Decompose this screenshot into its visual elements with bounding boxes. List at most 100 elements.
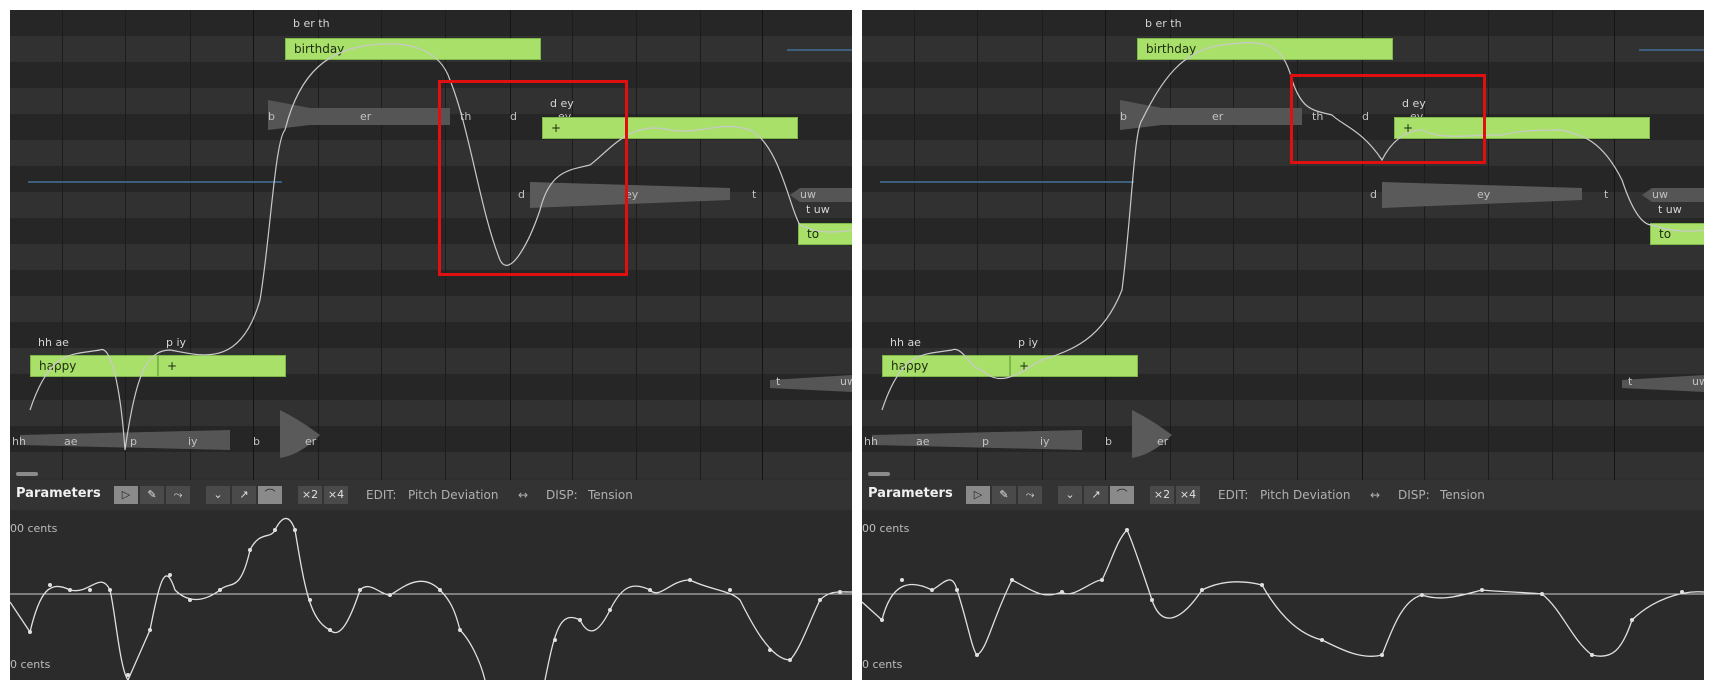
parameters-toolbar: Parameters ▷ ✎ ⤳ ⌄ ↗ ⌒ ×2 ×4 EDIT: Pitch… [862, 480, 1704, 510]
piano-roll[interactable]: b er th d ey d ey t uw t uw hh ae p iy b… [10, 10, 852, 480]
disp-parameter-select[interactable]: Tension [588, 488, 633, 502]
pitch-curve-layer [29, 43, 852, 451]
edit-parameter-select[interactable]: Pitch Deviation [408, 488, 499, 502]
lower-curve-button[interactable]: ⌄ [206, 486, 230, 504]
lower-curve-button[interactable]: ⌄ [1058, 486, 1082, 504]
disp-parameter-select[interactable]: Tension [1440, 488, 1485, 502]
note-birthday[interactable]: birthday [1137, 38, 1393, 60]
waveform-label: t [752, 188, 757, 201]
pencil-tool-button[interactable]: ✎ [992, 486, 1016, 504]
waveform-label: d [1362, 110, 1369, 123]
select-tool-button[interactable]: ▷ [966, 486, 990, 504]
waveform-label: hh [12, 435, 26, 448]
waveform-label: d [518, 188, 525, 201]
horizontal-scrollbar[interactable] [868, 472, 890, 476]
waveform-label: b [1120, 110, 1127, 123]
waveform-label: uw [1692, 375, 1704, 388]
arc-curve-icon: ⌒ [264, 488, 276, 501]
select-icon: ▷ [121, 488, 131, 501]
note-phonemes: d ey [1402, 97, 1426, 110]
v-curve-icon: ⌄ [213, 488, 223, 501]
waveform-label: uw [840, 375, 852, 388]
waveform-label: t [776, 375, 781, 388]
waveform-label: er [360, 110, 372, 123]
waveform-label: b [268, 110, 275, 123]
note-happy[interactable]: happy [30, 355, 158, 377]
arc-curve-button[interactable]: ⌒ [258, 486, 282, 504]
rise-curve-button[interactable]: ↗ [232, 486, 256, 504]
note-phonemes: d ey [550, 97, 574, 110]
waveform-label: b [1105, 435, 1112, 448]
parameters-toolbar: Parameters ▷ ✎ ⤳ ⌄ ↗ ⌒ ×2 ×4 EDIT: Pitch… [10, 480, 852, 510]
note-phonemes: t uw [806, 203, 830, 216]
waveform-label: er [1157, 435, 1169, 448]
swap-arrows-icon[interactable]: ↔ [518, 488, 529, 502]
note-phonemes: b er th [293, 17, 330, 30]
waveform-label: iy [1040, 435, 1050, 448]
waveform-label: p [130, 435, 137, 448]
parameter-curve-area[interactable]: 00 cents 0 cents [10, 510, 852, 680]
axis-bottom-label: 0 cents [10, 658, 51, 671]
note-to[interactable]: to [798, 223, 852, 245]
line-tool-button[interactable]: ⤳ [1018, 486, 1042, 504]
arc-curve-icon: ⌒ [1116, 488, 1128, 501]
piano-roll[interactable]: b er th d ey d ey t uw t uw hh ae p iy b… [862, 10, 1704, 480]
edit-label: EDIT: [366, 488, 397, 502]
highlight-box [438, 80, 628, 276]
waveform-label: uw [1652, 188, 1668, 201]
pitch-deviation-curve [10, 517, 852, 680]
note-phonemes: p iy [1018, 336, 1039, 349]
waveform-label: p [982, 435, 989, 448]
note-birthday[interactable]: birthday [285, 38, 541, 60]
parameter-curve-area[interactable]: 00 cents 0 cents [862, 510, 1704, 680]
note-phonemes: b er th [1145, 17, 1182, 30]
v-curve-icon: ⌄ [1065, 488, 1075, 501]
waveform-label: ae [916, 435, 930, 448]
swap-arrows-icon[interactable]: ↔ [1370, 488, 1381, 502]
waveform-label: hh [864, 435, 878, 448]
waveform-label: th [460, 110, 472, 123]
rise-curve-button[interactable]: ↗ [1084, 486, 1108, 504]
note-phonemes: hh ae [38, 336, 69, 349]
waveform-layer [872, 49, 1704, 458]
pencil-tool-button[interactable]: ✎ [140, 486, 164, 504]
pencil-icon: ✎ [147, 488, 157, 501]
pencil-icon: ✎ [999, 488, 1009, 501]
note-day[interactable]: + [542, 117, 798, 139]
rise-curve-icon: ↗ [239, 488, 249, 501]
note-day[interactable]: + [1394, 117, 1650, 139]
axis-bottom-label: 0 cents [862, 658, 903, 671]
select-tool-button[interactable]: ▷ [114, 486, 138, 504]
note-phonemes: hh ae [890, 336, 921, 349]
rise-curve-icon: ↗ [1091, 488, 1101, 501]
waveform-label: d [510, 110, 517, 123]
multiply-4-button[interactable]: ×4 [324, 486, 348, 504]
edit-parameter-select[interactable]: Pitch Deviation [1260, 488, 1351, 502]
multiply-4-button[interactable]: ×4 [1176, 486, 1200, 504]
parameters-title: Parameters [868, 486, 953, 501]
note-py[interactable]: + [158, 355, 286, 377]
multiply-2-button[interactable]: ×2 [298, 486, 322, 504]
line-tool-button[interactable]: ⤳ [166, 486, 190, 504]
axis-top-label: 00 cents [862, 522, 910, 535]
waveform-label: th [1312, 110, 1324, 123]
arc-curve-button[interactable]: ⌒ [1110, 486, 1134, 504]
disp-label: DISP: [546, 488, 578, 502]
note-phonemes: t uw [1658, 203, 1682, 216]
axis-top-label: 00 cents [10, 522, 58, 535]
piano-roll-panel-right: b er th d ey d ey t uw t uw hh ae p iy b… [862, 10, 1704, 680]
waveform-label: er [1212, 110, 1224, 123]
waveform-label: er [305, 435, 317, 448]
waveform-label: ey [625, 188, 639, 201]
horizontal-scrollbar[interactable] [16, 472, 38, 476]
note-happy[interactable]: happy [882, 355, 1010, 377]
piano-roll-panel-left: b er th d ey d ey t uw t uw hh ae p iy b… [10, 10, 852, 680]
multiply-2-button[interactable]: ×2 [1150, 486, 1174, 504]
line-icon: ⤳ [1025, 488, 1035, 501]
waveform-label: d [1370, 188, 1377, 201]
pitch-curve-layer [881, 42, 1704, 411]
waveform-label: ey [1477, 188, 1491, 201]
waveform-layer [20, 49, 852, 458]
waveform-label: t [1604, 188, 1609, 201]
edit-label: EDIT: [1218, 488, 1249, 502]
